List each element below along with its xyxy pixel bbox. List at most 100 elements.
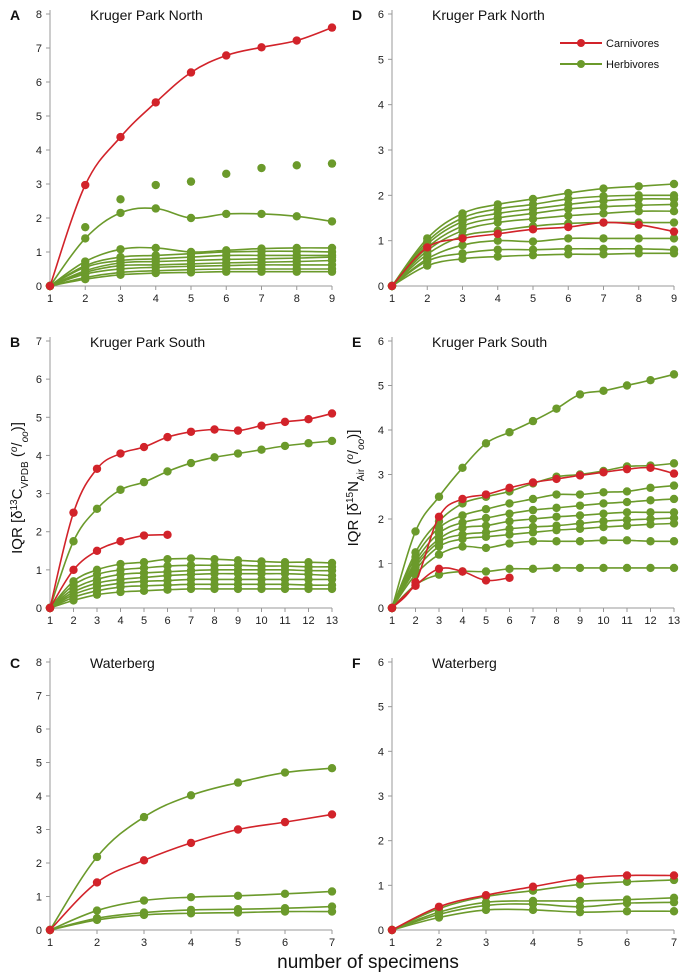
data-point [646, 376, 654, 384]
data-point [435, 513, 443, 521]
data-point [482, 514, 490, 522]
y-tick-label: 6 [36, 724, 42, 736]
data-point [646, 484, 654, 492]
y-tick-label: 1 [378, 236, 384, 248]
data-point [529, 528, 537, 536]
data-point [163, 467, 171, 475]
data-point [505, 484, 513, 492]
y-tick-label: 4 [36, 791, 42, 803]
data-point [328, 268, 336, 276]
x-tick-label: 8 [553, 615, 559, 627]
x-tick-label: 2 [70, 615, 76, 627]
data-point [564, 223, 572, 231]
data-point [599, 536, 607, 544]
data-point [388, 604, 396, 612]
series-line [392, 486, 674, 608]
x-tick-label: 11 [279, 615, 290, 627]
data-point [623, 907, 631, 915]
data-point [505, 517, 513, 525]
data-point [222, 170, 230, 178]
data-point [281, 585, 289, 593]
data-point [576, 564, 584, 572]
data-point [505, 574, 513, 582]
data-point [222, 51, 230, 59]
y-tick-label: 8 [36, 657, 42, 669]
data-point [599, 564, 607, 572]
data-point [482, 490, 490, 498]
data-point [623, 508, 631, 516]
x-tick-label: 10 [255, 615, 267, 627]
data-point [529, 215, 537, 223]
panel-letter: C [10, 655, 20, 671]
y-tick-label: 5 [36, 111, 42, 123]
x-tick-label: 7 [600, 293, 606, 305]
y-tick-label: 0 [378, 281, 384, 293]
data-point [257, 268, 265, 276]
data-point [529, 495, 537, 503]
y-tick-label: 8 [36, 9, 42, 21]
panel-title: Kruger Park North [432, 7, 545, 23]
y-tick-label: 3 [36, 179, 42, 191]
y-tick-label: 4 [36, 450, 42, 462]
data-point [482, 906, 490, 914]
x-tick-label: 1 [389, 937, 395, 949]
data-point [552, 404, 560, 412]
data-point [623, 465, 631, 473]
x-tick-label: 5 [188, 293, 194, 305]
data-point [293, 36, 301, 44]
legend-carnivores-marker [577, 39, 585, 47]
figure-canvas: IQR [δ13CVPDB (o/oo)] IQR [δ15NAir (o/oo… [0, 0, 680, 978]
x-tick-label: 4 [459, 615, 465, 627]
y-tick-label: 5 [378, 702, 384, 714]
data-point [116, 271, 124, 279]
x-tick-label: 5 [530, 293, 536, 305]
data-point [670, 227, 678, 235]
data-point [482, 439, 490, 447]
data-point [328, 437, 336, 445]
data-point [281, 818, 289, 826]
x-tick-label: 6 [565, 293, 571, 305]
data-point [576, 525, 584, 533]
x-tick-label: 12 [302, 615, 314, 627]
data-point [670, 495, 678, 503]
panel-title: Kruger Park South [90, 334, 205, 350]
data-point [670, 564, 678, 572]
x-tick-label: 2 [424, 293, 430, 305]
data-point [670, 459, 678, 467]
x-tick-label: 6 [624, 937, 630, 949]
data-point [187, 893, 195, 901]
panel-b: B Kruger Park South012345671 2 3 4 5 6 7 8 9 10 11 1… [10, 334, 338, 627]
data-point [576, 537, 584, 545]
data-point [623, 536, 631, 544]
x-tick-label: 7 [530, 615, 536, 627]
data-point [623, 871, 631, 879]
data-point [69, 566, 77, 574]
data-point [458, 542, 466, 550]
panel-title: Waterberg [432, 655, 497, 671]
data-point [646, 564, 654, 572]
panel-title: Kruger Park North [90, 7, 203, 23]
data-point [69, 508, 77, 516]
data-point [670, 481, 678, 489]
data-point [623, 899, 631, 907]
data-point [93, 906, 101, 914]
data-point [163, 531, 171, 539]
data-point [234, 778, 242, 786]
data-point [152, 98, 160, 106]
data-point [552, 475, 560, 483]
data-point [529, 225, 537, 233]
data-point [304, 585, 312, 593]
data-point [552, 513, 560, 521]
data-point [635, 207, 643, 215]
data-point [257, 164, 265, 172]
series-line [392, 568, 674, 608]
data-point [328, 159, 336, 167]
y-tick-label: 3 [378, 470, 384, 482]
data-point [187, 268, 195, 276]
y-tick-label: 5 [378, 381, 384, 393]
data-point [435, 493, 443, 501]
data-point [304, 439, 312, 447]
data-point [552, 526, 560, 534]
y-tick-label: 6 [378, 336, 384, 348]
x-tick-label: 3 [483, 937, 489, 949]
